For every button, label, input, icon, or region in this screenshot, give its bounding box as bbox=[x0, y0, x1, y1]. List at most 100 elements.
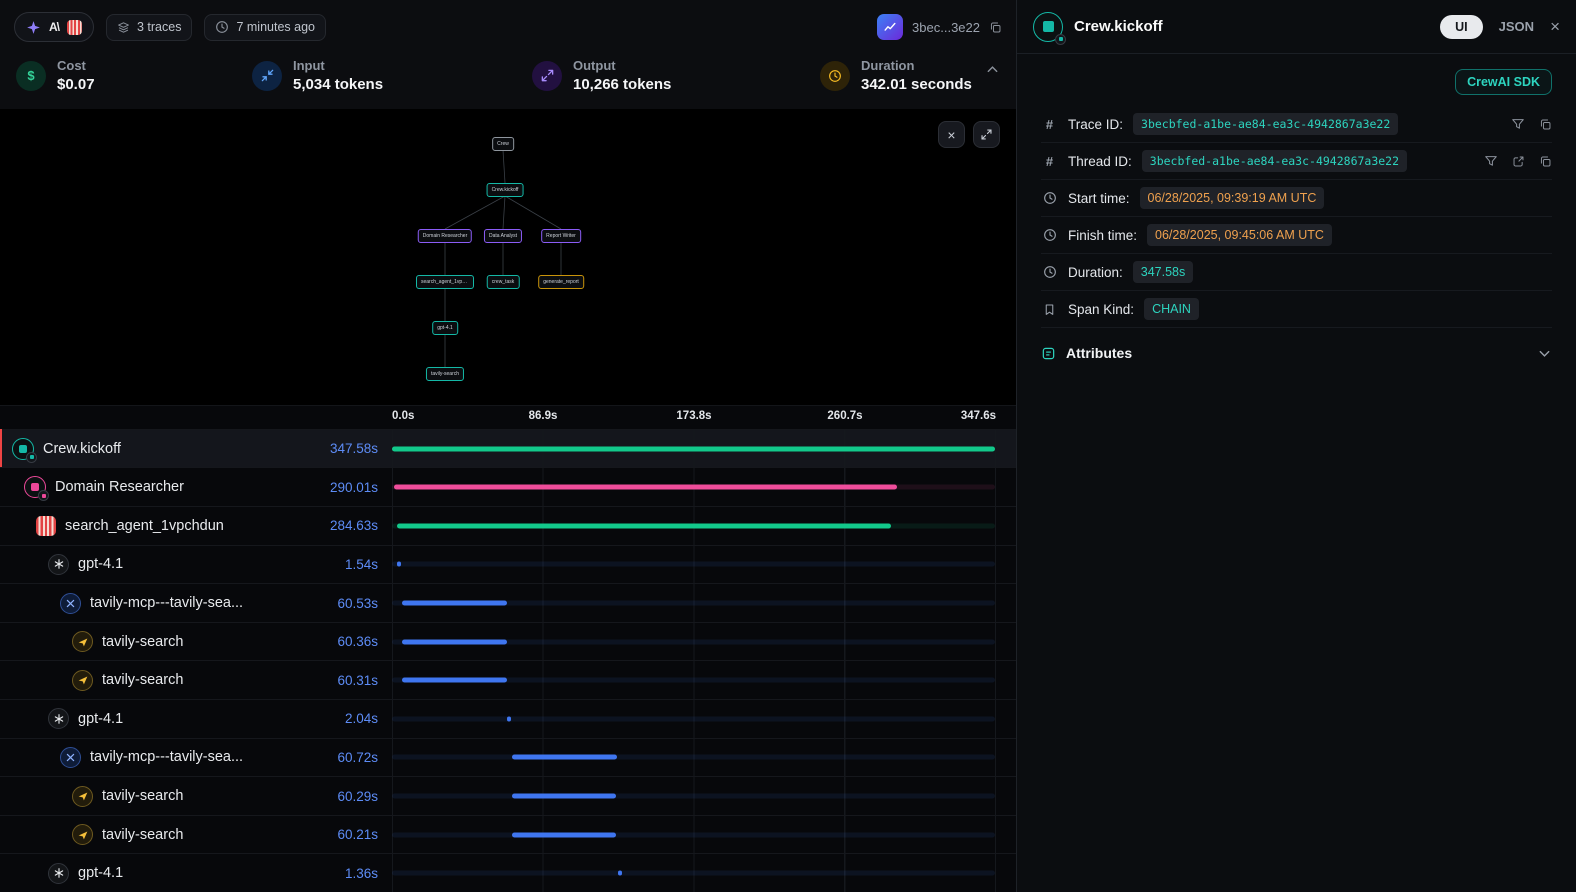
span-name: tavily-search bbox=[102, 826, 184, 843]
detail-fields: # Trace ID: 3becbfed-a1be-ae84-ea3c-494286… bbox=[1041, 106, 1552, 328]
hash-icon: # bbox=[1045, 153, 1054, 169]
tavily-icon bbox=[72, 824, 93, 846]
chevron-up-icon[interactable] bbox=[985, 62, 1000, 77]
timeline-row[interactable]: tavily-search 60.21s bbox=[0, 814, 1016, 854]
duration-bar bbox=[507, 716, 512, 722]
timeline-row[interactable]: search_agent_1vpchdun 284.63s bbox=[0, 506, 1016, 545]
attributes-icon bbox=[1041, 346, 1056, 361]
span-duration: 290.01s bbox=[329, 479, 378, 495]
span-bar-cell bbox=[392, 777, 996, 815]
span-duration: 60.29s bbox=[337, 788, 378, 804]
clock-icon bbox=[1041, 228, 1058, 242]
graph-node[interactable]: Data Analyst bbox=[483, 229, 523, 243]
filter-icon[interactable] bbox=[1511, 117, 1525, 131]
axis-tick: 0.0s bbox=[392, 409, 415, 422]
clock-icon bbox=[1041, 265, 1058, 279]
timeline-row[interactable]: tavily-search 60.36s bbox=[0, 621, 1016, 661]
field-value: CHAIN bbox=[1144, 298, 1199, 320]
span-duration: 60.31s bbox=[337, 672, 378, 688]
axis-tick: 173.8s bbox=[676, 409, 712, 422]
span-duration: 60.53s bbox=[337, 595, 378, 611]
openai-icon bbox=[48, 862, 69, 884]
span-name: tavily-search bbox=[102, 788, 184, 805]
span-label-cell: tavily-search 60.21s bbox=[0, 816, 392, 854]
span-name: tavily-mcp---tavily-sea... bbox=[90, 749, 244, 766]
timeline-row[interactable]: tavily-search 60.31s bbox=[0, 660, 1016, 700]
graph-node[interactable]: gpt-4.1 bbox=[432, 321, 458, 335]
expand-graph-button[interactable] bbox=[973, 121, 1000, 148]
stat-value: 342.01 seconds bbox=[861, 76, 972, 93]
detail-tabs: UI JSON × bbox=[1440, 14, 1560, 39]
span-duration: 347.58s bbox=[329, 441, 378, 457]
span-name: gpt-4.1 bbox=[78, 710, 124, 727]
tab-ui[interactable]: UI bbox=[1440, 14, 1483, 39]
timeline-row[interactable]: gpt-4.1 1.54s bbox=[0, 544, 1016, 584]
timeline-row[interactable]: tavily-mcp---tavily-sea... 60.72s bbox=[0, 737, 1016, 777]
field-label: Start time: bbox=[1068, 190, 1130, 206]
stat-value: 5,034 tokens bbox=[293, 76, 384, 93]
field-actions bbox=[1511, 117, 1552, 131]
span-bar-cell bbox=[392, 661, 996, 700]
filter-icon[interactable] bbox=[1484, 154, 1498, 168]
detail-field: # Thread ID: 3becbfed-a1be-ae84-ea3c-49428… bbox=[1041, 143, 1552, 180]
graph-node[interactable]: tavily-search bbox=[425, 367, 465, 381]
span-label-cell: gpt-4.1 1.36s bbox=[0, 854, 392, 892]
timeline-row[interactable]: Crew.kickoff 347.58s bbox=[0, 428, 1016, 468]
detail-panel: Crew.kickoff UI JSON × CrewAI SDK # Trace… bbox=[1016, 0, 1576, 892]
timeline-row[interactable]: tavily-search 60.29s bbox=[0, 776, 1016, 815]
external-link-icon[interactable] bbox=[1512, 154, 1525, 168]
graph-node[interactable]: Domain Researcher bbox=[417, 229, 473, 243]
bar-track bbox=[392, 832, 995, 838]
arrows-out-icon bbox=[532, 60, 562, 91]
bookmark-icon bbox=[1041, 303, 1058, 316]
chart-icon-button[interactable] bbox=[877, 14, 904, 40]
tavily-icon bbox=[72, 785, 93, 807]
span-duration: 2.04s bbox=[344, 711, 378, 727]
span-label-cell: tavily-mcp---tavily-sea... 60.53s bbox=[0, 584, 392, 622]
trace-panel: A\ 3 traces 7 minutes ago 3bec...3e22 $ C… bbox=[0, 0, 1016, 892]
close-panel-icon[interactable]: × bbox=[1550, 16, 1560, 36]
provider-pill[interactable]: A\ bbox=[14, 12, 94, 42]
graph-node[interactable]: search_agent_1vpchdun bbox=[416, 275, 474, 289]
graph-node[interactable]: Crew.kickoff bbox=[486, 183, 524, 197]
copy-icon[interactable] bbox=[1539, 154, 1552, 168]
stat-value: 10,266 tokens bbox=[573, 76, 672, 93]
gemini-sparkle-icon bbox=[26, 20, 41, 35]
span-bar-cell bbox=[392, 584, 996, 622]
clock-icon bbox=[820, 60, 850, 91]
detail-body: CrewAI SDK # Trace ID: 3becbfed-a1be-ae84-… bbox=[1017, 54, 1576, 378]
timeline-row[interactable]: tavily-mcp---tavily-sea... 60.53s bbox=[0, 583, 1016, 622]
span-label-cell: search_agent_1vpchdun 284.63s bbox=[0, 507, 392, 545]
timeline-row[interactable]: gpt-4.1 1.36s bbox=[0, 853, 1016, 892]
time-ago-label: 7 minutes ago bbox=[236, 20, 315, 34]
span-name: search_agent_1vpchdun bbox=[65, 517, 224, 534]
graph-node[interactable]: Report Writer bbox=[541, 229, 581, 243]
span-label-cell: tavily-search 60.31s bbox=[0, 661, 392, 699]
stat-duration: Duration 342.01 seconds bbox=[820, 58, 972, 93]
tab-json[interactable]: JSON bbox=[1498, 19, 1535, 34]
axis-tick: 347.6s bbox=[960, 409, 996, 422]
tavily-icon bbox=[72, 669, 93, 691]
attributes-section-header[interactable]: Attributes bbox=[1041, 328, 1552, 378]
anthropic-icon: A\ bbox=[49, 20, 60, 34]
chevron-down-icon[interactable] bbox=[1537, 346, 1552, 361]
span-bar-cell bbox=[392, 545, 996, 584]
stat-value: $0.07 bbox=[57, 76, 95, 93]
field-label: Span Kind: bbox=[1068, 301, 1135, 317]
copy-icon[interactable] bbox=[1539, 117, 1552, 131]
stat-label: Output bbox=[573, 58, 616, 73]
close-graph-button[interactable]: × bbox=[938, 121, 965, 148]
graph-node[interactable]: crew_task bbox=[486, 275, 520, 289]
graph-node[interactable]: Crew bbox=[492, 137, 514, 151]
timeline-row[interactable]: gpt-4.1 2.04s bbox=[0, 699, 1016, 738]
graph-node[interactable]: generate_report bbox=[538, 275, 584, 289]
span-duration: 1.54s bbox=[344, 556, 378, 572]
timeline-row[interactable]: Domain Researcher 290.01s bbox=[0, 467, 1016, 507]
span-duration: 284.63s bbox=[329, 518, 378, 534]
copy-icon[interactable] bbox=[989, 21, 1002, 34]
clock-icon bbox=[215, 20, 229, 34]
traces-count-label: 3 traces bbox=[137, 20, 182, 34]
stat-label: Cost bbox=[57, 58, 86, 73]
stat-text: Output 10,266 tokens bbox=[573, 58, 671, 93]
topbar-right: 3bec...3e22 bbox=[877, 14, 1002, 40]
